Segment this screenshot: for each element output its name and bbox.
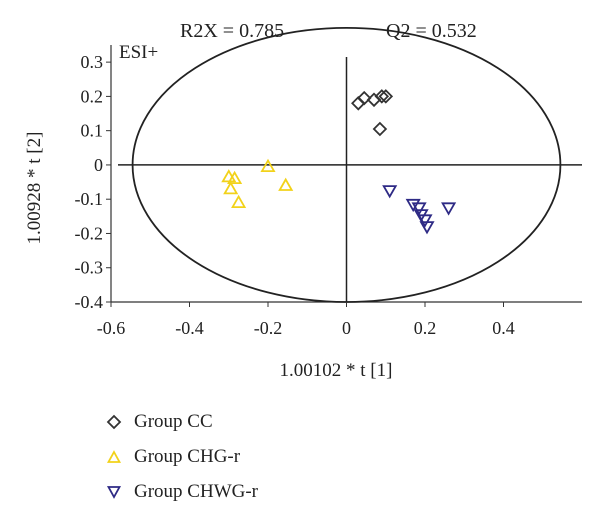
- zero-axes: [118, 57, 582, 302]
- diamond-point: [374, 89, 390, 104]
- y-tick-label: 0: [94, 155, 103, 175]
- diamond-point: [372, 121, 388, 137]
- legend: Group CC Group CHG-r Group CHWG-r: [104, 404, 258, 509]
- y-tick-label: -0.4: [75, 292, 104, 312]
- triangle-up-point: [278, 177, 294, 191]
- triangle-up-marker-icon: [106, 449, 122, 463]
- x-tick-label: 0: [342, 318, 351, 338]
- pca-score-plot: -0.6 -0.4 -0.2 0 0.2 0.4 0.3 0.2 0.1 0 -0.1 -0.2 -0.…: [24, 20, 582, 381]
- legend-item-chg: Group CHG-r: [104, 439, 258, 474]
- scatter-points: [221, 89, 457, 235]
- triangle-up-point: [231, 194, 247, 209]
- tick-labels: -0.6 -0.4 -0.2 0 0.2 0.4 0.3 0.2 0.1 0 -0.1 -0.2 -0.…: [75, 52, 515, 338]
- y-tick-label: -0.1: [75, 189, 104, 209]
- r2x-label: R2X = 0.785: [180, 20, 284, 42]
- x-tick-label: -0.2: [254, 318, 283, 338]
- triangle-up-point: [223, 181, 239, 195]
- legend-label-chg: Group CHG-r: [134, 445, 241, 467]
- x-axis-label: 1.00102 * t [1]: [280, 360, 393, 381]
- legend-label-chwg: Group CHWG-r: [134, 480, 259, 502]
- mode-label: ESI+: [119, 42, 158, 63]
- y-tick-label: 0.2: [81, 86, 104, 106]
- x-tick-label: -0.4: [175, 318, 204, 338]
- x-tick-label: -0.6: [97, 318, 126, 338]
- triangle-down-point: [417, 214, 433, 228]
- x-tick-label: 0.2: [414, 318, 437, 338]
- diamond-marker-icon: [106, 414, 122, 429]
- triangle-down-point: [382, 185, 398, 199]
- y-tick-label: -0.2: [75, 223, 104, 243]
- q2-label: Q2 = 0.532: [386, 20, 477, 42]
- y-tick-label: -0.3: [75, 258, 104, 278]
- triangle-up-point: [227, 170, 243, 185]
- y-tick-label: 0.3: [81, 52, 104, 72]
- legend-item-cc: Group CC: [104, 404, 258, 439]
- y-tick-label: 0.1: [81, 121, 104, 141]
- diamond-point: [378, 89, 394, 104]
- triangle-down-point: [419, 221, 435, 235]
- triangle-up-point: [260, 158, 276, 173]
- legend-item-chwg: Group CHWG-r: [104, 474, 258, 509]
- triangle-down-point: [405, 198, 421, 213]
- legend-label-cc: Group CC: [134, 410, 213, 432]
- diamond-point: [356, 90, 372, 106]
- triangle-down-point: [411, 202, 427, 216]
- triangle-down-marker-icon: [106, 485, 122, 499]
- x-tick-label: 0.4: [492, 318, 515, 338]
- triangle-down-point: [441, 202, 457, 216]
- y-axis-label: 1.00928 * t [2]: [24, 132, 45, 245]
